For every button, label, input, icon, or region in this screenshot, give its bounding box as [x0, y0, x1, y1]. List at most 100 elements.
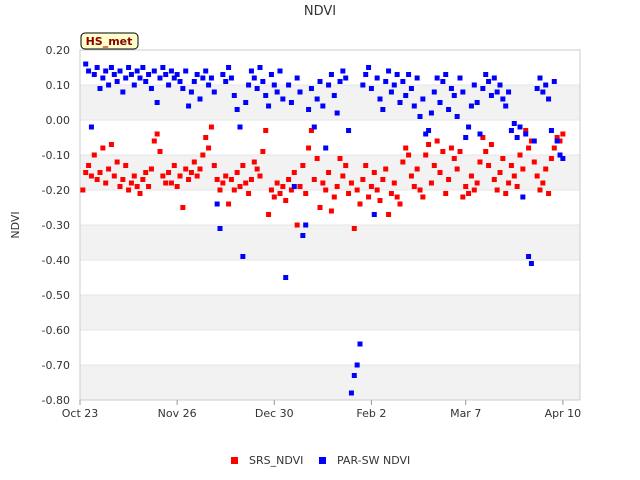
data-point [497, 170, 503, 175]
data-point [551, 79, 557, 84]
data-point [243, 100, 249, 105]
data-point [466, 191, 472, 196]
data-point [83, 61, 89, 67]
data-point [457, 75, 463, 81]
data-point [523, 131, 529, 137]
data-point [288, 100, 294, 105]
data-point [488, 93, 494, 98]
data-point [317, 79, 323, 84]
data-point [354, 187, 360, 193]
data-point [146, 72, 152, 77]
data-point [200, 75, 206, 81]
data-point [531, 159, 537, 165]
data-point [108, 142, 114, 147]
data-point [300, 233, 306, 238]
data-point [374, 75, 380, 81]
data-point [511, 173, 517, 179]
data-point [91, 72, 97, 77]
data-point [463, 184, 469, 189]
data-point [557, 152, 563, 158]
data-point [546, 191, 552, 196]
data-point [294, 222, 300, 228]
data-point [234, 170, 240, 175]
data-point [528, 138, 534, 144]
data-point [368, 86, 374, 91]
data-point [160, 173, 166, 179]
data-point [131, 173, 137, 179]
data-point [157, 149, 163, 154]
series-par-sw-ndvi [83, 61, 566, 396]
data-point [531, 138, 537, 144]
data-point [403, 93, 409, 98]
y-axis-label: NDVI [9, 211, 22, 238]
data-point [540, 89, 546, 95]
legend-swatch-srs [231, 457, 238, 464]
data-point [280, 184, 286, 189]
data-point [188, 170, 194, 175]
data-point [454, 166, 460, 172]
data-point [394, 72, 400, 77]
data-point [328, 208, 334, 214]
data-point [357, 201, 363, 207]
data-point [446, 177, 452, 182]
grid-band [80, 365, 580, 400]
data-point [428, 180, 434, 186]
data-point [457, 149, 463, 154]
data-point [337, 156, 343, 161]
data-point [226, 201, 232, 207]
data-point [486, 79, 492, 84]
data-point [537, 187, 543, 193]
data-point [137, 191, 143, 196]
data-point [177, 173, 183, 179]
data-point [237, 124, 243, 130]
data-point [443, 72, 449, 77]
data-point [320, 180, 326, 186]
data-point [131, 82, 137, 88]
data-point [166, 82, 172, 88]
data-point [383, 166, 389, 172]
data-point [80, 187, 86, 193]
data-point [188, 89, 194, 95]
data-point [468, 173, 474, 179]
x-tick-label: Dec 30 [255, 407, 294, 420]
data-point [366, 65, 372, 70]
data-point [83, 170, 89, 175]
data-point [454, 114, 460, 119]
data-point [503, 191, 509, 196]
data-point [397, 100, 403, 105]
site-badge: HS_met [80, 32, 139, 50]
data-point [91, 152, 97, 158]
data-point [414, 166, 420, 172]
y-tick-label: -0.30 [42, 219, 70, 232]
data-point [363, 163, 369, 168]
data-point [86, 68, 92, 74]
data-point [234, 107, 240, 112]
data-point [437, 100, 443, 105]
data-point [408, 173, 414, 179]
plot-area [79, 49, 581, 401]
chart-title: NDVI [304, 4, 336, 19]
data-point [323, 187, 329, 193]
data-point [288, 187, 294, 193]
data-point [543, 166, 549, 172]
data-point [143, 79, 149, 84]
y-tick-label: -0.60 [42, 324, 70, 337]
data-point [526, 145, 532, 151]
data-point [174, 184, 180, 189]
data-point [511, 121, 517, 126]
data-point [474, 180, 480, 186]
data-point [514, 184, 520, 189]
data-point [451, 156, 457, 161]
data-point [514, 135, 520, 140]
y-tick-label: -0.80 [42, 394, 70, 407]
data-point [543, 82, 549, 88]
data-point [334, 110, 340, 116]
data-point [100, 145, 106, 151]
data-point [400, 79, 406, 84]
data-point [340, 68, 346, 74]
x-tick-label: Oct 23 [62, 407, 99, 420]
data-point [217, 226, 223, 231]
y-tick-label: -0.50 [42, 289, 70, 302]
data-point [508, 163, 514, 168]
